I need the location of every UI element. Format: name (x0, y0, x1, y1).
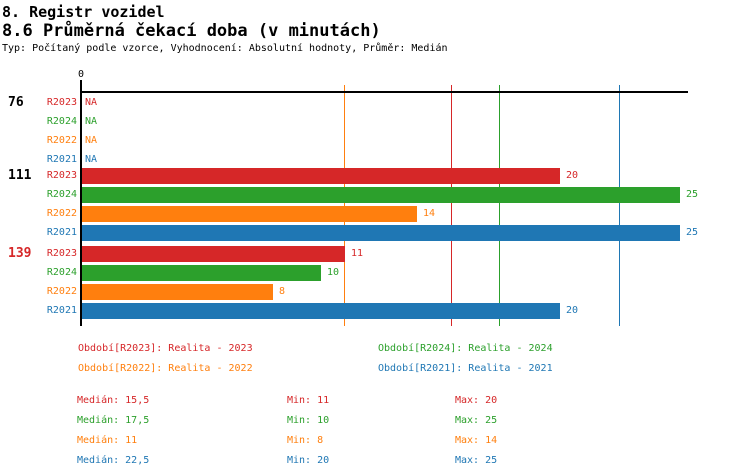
bar-r2024-group-139 (82, 265, 321, 281)
bar-value-label: 8 (279, 286, 286, 297)
series-label-r2023: R2023 (46, 97, 77, 108)
bar-r2021-group-111 (82, 225, 680, 241)
bar-value-label: 25 (686, 227, 699, 238)
legend-item-2022]: Období[R2022]: Realita - 2022 (78, 363, 253, 374)
legend-item-2023]: Období[R2023]: Realita - 2023 (78, 343, 253, 354)
na-value-label: NA (85, 116, 98, 127)
stat-max-r2022: Max: 14 (455, 435, 498, 446)
bar-value-label: 20 (566, 305, 579, 316)
series-label-r2022: R2022 (46, 208, 77, 219)
bar-value-label: 25 (686, 189, 699, 200)
series-label-r2024: R2024 (46, 116, 77, 127)
stat-median-r2024: Medián: 17,5 (77, 415, 150, 426)
chart-title: 8.6 Průměrná čekací doba (v minutách) (2, 21, 381, 41)
group-label-139: 139 (8, 246, 32, 261)
na-value-label: NA (85, 135, 98, 146)
bar-value-label: 11 (351, 248, 364, 259)
stat-max-r2021: Max: 25 (455, 455, 498, 466)
legend-item-2021]: Období[R2021]: Realita - 2021 (378, 363, 553, 374)
median-line-r2022 (344, 85, 345, 326)
page-title: 8. Registr vozidel (2, 3, 165, 21)
series-label-r2021: R2021 (46, 154, 77, 165)
na-value-label: NA (85, 154, 98, 165)
legend-item-2024]: Období[R2024]: Realita - 2024 (378, 343, 553, 354)
median-line-r2023 (451, 85, 452, 326)
x-axis-zero-tick-label: 0 (77, 69, 85, 80)
series-label-r2021: R2021 (46, 227, 77, 238)
bar-r2023-group-111 (82, 168, 560, 184)
stat-max-r2024: Max: 25 (455, 415, 498, 426)
group-label-111: 111 (8, 168, 32, 183)
stat-median-r2021: Medián: 22,5 (77, 455, 150, 466)
stat-min-r2023: Min: 11 (287, 395, 330, 406)
stat-min-r2022: Min: 8 (287, 435, 324, 446)
stat-max-r2023: Max: 20 (455, 395, 498, 406)
series-label-r2023: R2023 (46, 248, 77, 259)
median-line-r2021 (619, 85, 620, 326)
series-label-r2022: R2022 (46, 135, 77, 146)
stat-median-r2023: Medián: 15,5 (77, 395, 150, 406)
bar-r2022-group-139 (82, 284, 273, 300)
series-label-r2023: R2023 (46, 170, 77, 181)
bar-r2022-group-111 (82, 206, 417, 222)
series-label-r2024: R2024 (46, 267, 77, 278)
na-value-label: NA (85, 97, 98, 108)
bar-value-label: 20 (566, 170, 579, 181)
stat-min-r2024: Min: 10 (287, 415, 330, 426)
stat-median-r2022: Medián: 11 (77, 435, 138, 446)
stat-min-r2021: Min: 20 (287, 455, 330, 466)
bar-value-label: 14 (423, 208, 436, 219)
bar-r2021-group-139 (82, 303, 560, 319)
series-label-r2021: R2021 (46, 305, 77, 316)
bar-value-label: 10 (327, 267, 340, 278)
x-axis-line (81, 91, 688, 93)
bar-r2023-group-139 (82, 246, 345, 262)
series-label-r2024: R2024 (46, 189, 77, 200)
y-axis-line (80, 80, 82, 326)
series-label-r2022: R2022 (46, 286, 77, 297)
median-line-r2024 (499, 85, 500, 326)
chart-meta-line: Typ: Počítaný podle vzorce, Vyhodnocení:… (2, 43, 448, 54)
bar-r2024-group-111 (82, 187, 680, 203)
group-label-76: 76 (8, 95, 24, 110)
